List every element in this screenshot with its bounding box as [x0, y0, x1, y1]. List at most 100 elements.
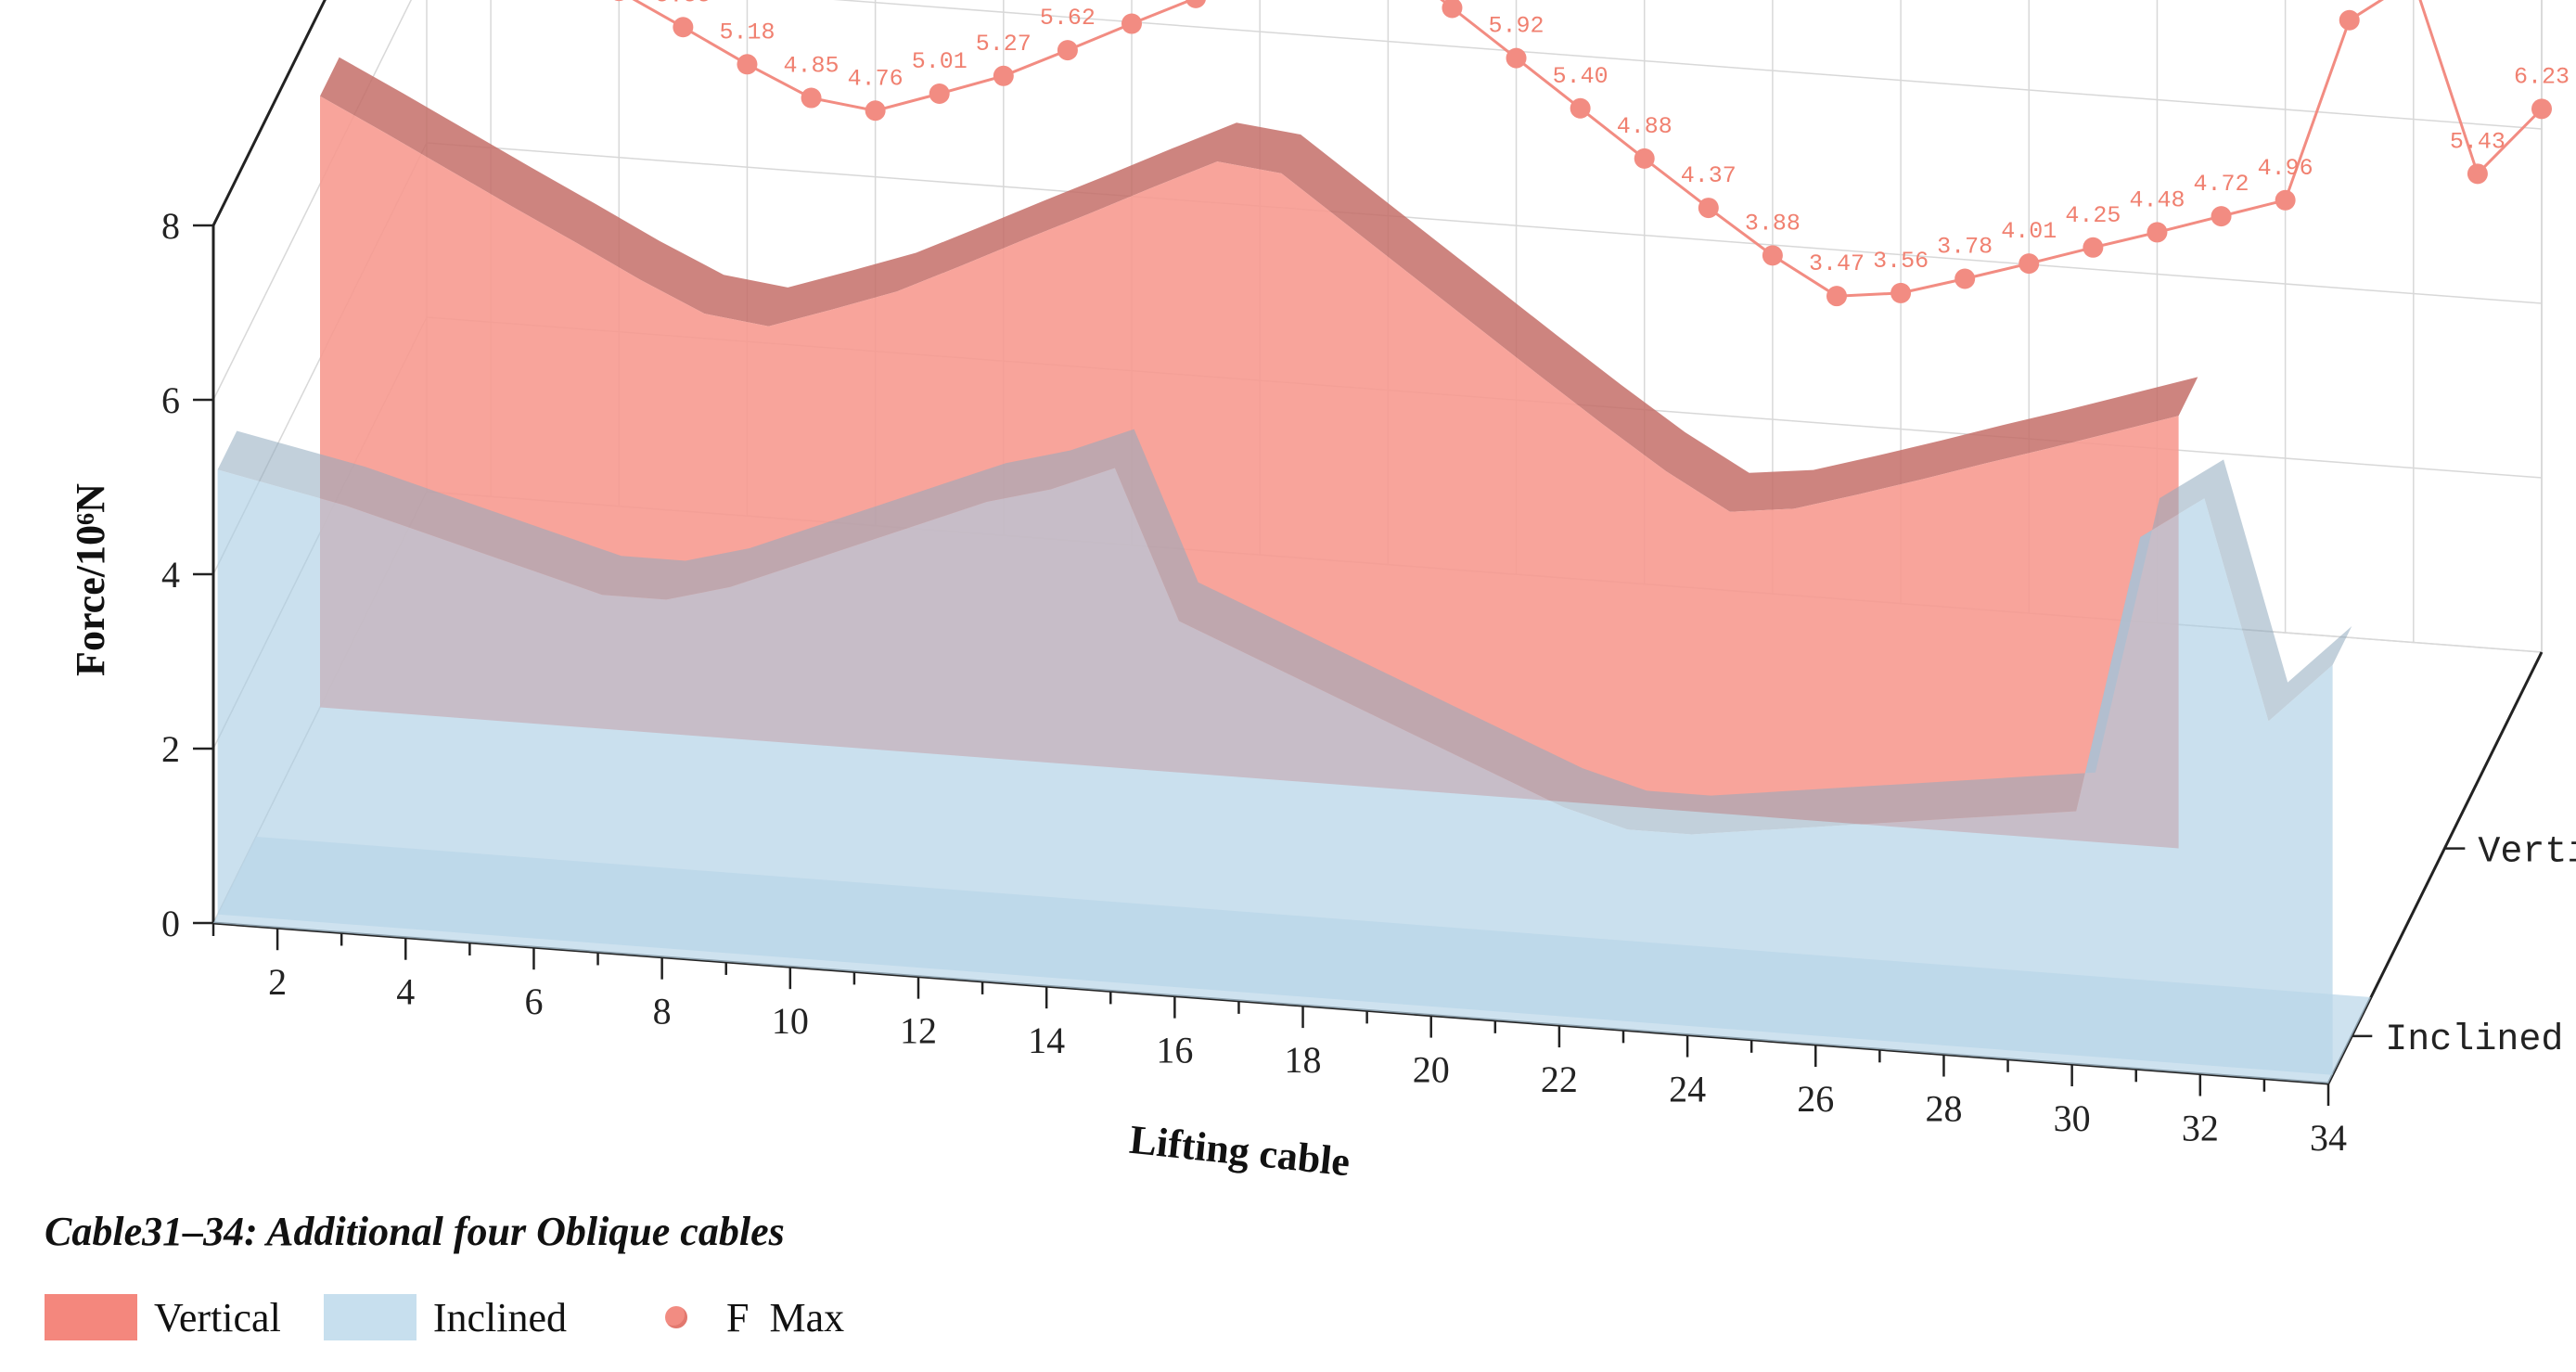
fmax-point — [1634, 147, 1655, 169]
fmax-value-label: 4.96 — [2258, 155, 2313, 182]
fmax-value-label: 4.48 — [2129, 186, 2185, 213]
fmax-value-label: 5.98 — [1104, 0, 1160, 6]
series-areas — [213, 57, 2371, 1083]
x-tick-label: 8 — [653, 991, 672, 1032]
legend-label-inclined: Inclined — [432, 1294, 567, 1340]
inclined-floor — [213, 837, 2371, 1083]
fmax-value-label: 5.55 — [655, 0, 711, 8]
fmax-value-label: 4.85 — [784, 53, 839, 80]
fmax-value-label: 5.27 — [976, 31, 1032, 58]
legend-swatch-inclined — [323, 1294, 417, 1340]
fmax-value-label: 5.43 — [2450, 128, 2506, 155]
fmax-value-label: 5.40 — [1553, 63, 1608, 90]
fmax-value-label: 6.23 — [2514, 63, 2570, 90]
fmax-value-label: 5.92 — [1489, 13, 1544, 40]
fmax-point — [1890, 282, 1912, 303]
fmax-point — [865, 100, 886, 122]
fmax-point — [737, 54, 758, 75]
vertical-area-top — [320, 57, 2198, 512]
x-tick-label: 14 — [1028, 1019, 1065, 1061]
fmax-value-label: 4.72 — [2194, 171, 2249, 198]
x-tick-label: 20 — [1413, 1049, 1450, 1091]
y-tick-label: 4 — [161, 554, 180, 596]
x-tick-label: 16 — [1156, 1030, 1193, 1071]
legend-item-inclined: Inclined — [323, 1294, 567, 1341]
fmax-point — [2019, 253, 2040, 275]
legend-item-vertical: Vertical — [45, 1294, 281, 1341]
y-tick-label: 0 — [161, 903, 180, 944]
y-tick-label: 6 — [161, 379, 180, 421]
x-tick-label: 26 — [1797, 1078, 1834, 1120]
x-tick-label: 22 — [1541, 1058, 1578, 1100]
x-tick-label: 34 — [2310, 1117, 2347, 1159]
x-tick-label: 6 — [524, 981, 543, 1022]
inclined-area-top — [217, 429, 2352, 835]
fmax-point — [2211, 206, 2232, 227]
fmax-point — [1762, 245, 1783, 266]
fmax-value-label: 4.88 — [1617, 113, 1672, 140]
x-tick-label: 24 — [1669, 1069, 1706, 1110]
x-tick-label: 32 — [2182, 1108, 2219, 1149]
fmax-point — [1185, 0, 1206, 8]
fmax-point — [801, 87, 822, 109]
fmax-point — [2147, 222, 2168, 243]
fmax-point — [2083, 237, 2104, 258]
fmax-value-label: 4.76 — [848, 65, 904, 92]
legend-dot-fmax — [664, 1306, 687, 1328]
fmax-line: 7.016.656.285.915.555.184.854.765.015.27… — [614, 0, 2570, 307]
y-axis-title: Force/10⁶N — [68, 483, 113, 676]
y-tick-label: 8 — [161, 205, 180, 247]
grid-line-y — [833, 0, 2543, 130]
fmax-point — [1698, 198, 1719, 219]
fmax-point — [2275, 189, 2296, 211]
fmax-point — [1121, 13, 1142, 34]
x-tick-label: 18 — [1285, 1039, 1322, 1081]
fmax-value-label: 5.01 — [912, 48, 968, 75]
x-axis-title: Lifting cable — [1127, 1117, 1352, 1186]
fmax-point — [1442, 0, 1463, 19]
fmax-point — [993, 65, 1014, 86]
fmax-point — [1506, 47, 1527, 69]
fmax-value-label: 4.01 — [2001, 218, 2057, 245]
fmax-point — [2339, 9, 2360, 31]
depth-tick-label: Vertical — [2478, 832, 2576, 874]
y-tick-label: 2 — [161, 728, 180, 770]
fmax-value-label: 7.08 — [2322, 0, 2377, 2]
x-tick-label: 10 — [772, 1000, 809, 1042]
fmax-point — [1057, 40, 1078, 61]
fmax-value-label: 4.25 — [2065, 202, 2121, 229]
legend-swatch-vertical — [45, 1294, 137, 1340]
top-left-edge — [211, 0, 327, 226]
fmax-point — [2531, 98, 2552, 120]
x-tick-label: 4 — [396, 971, 415, 1013]
fmax-point — [673, 17, 694, 38]
fmax-value-label: 5.18 — [719, 19, 775, 45]
inclined-area — [213, 429, 2371, 1083]
depth-tick-label: Inclined — [2385, 1019, 2563, 1061]
fmax-polyline — [632, 0, 2544, 298]
x-tick-label: 30 — [2054, 1097, 2091, 1139]
fmax-point — [1570, 97, 1591, 119]
fmax-value-label: 4.37 — [1681, 162, 1737, 189]
legend-label-fmax: F Max — [725, 1294, 845, 1340]
fmax-value-label: 3.56 — [1873, 248, 1929, 275]
fmax-point — [2467, 163, 2488, 185]
legend: Vertical Inclined F Max — [45, 1289, 887, 1345]
chart-caption: Cable31–34: Additional four Oblique cabl… — [45, 1209, 785, 1254]
fmax-value-label: 5.62 — [1040, 5, 1096, 32]
fmax-value-label: 3.88 — [1745, 210, 1801, 237]
legend-item-fmax: F Max — [609, 1294, 844, 1341]
legend-label-vertical: Vertical — [154, 1294, 281, 1340]
fmax-value-label: 3.78 — [1937, 233, 1993, 260]
x-tick-label: 12 — [900, 1010, 937, 1052]
x-tick-label: 28 — [1925, 1088, 1962, 1130]
fmax-point — [929, 83, 950, 104]
grid-line-y — [426, 142, 2543, 304]
fmax-point — [1826, 286, 1847, 307]
fmax-point — [614, 0, 624, 2]
x-tick-label: 2 — [268, 961, 287, 1003]
fmax-value-label: 3.47 — [1809, 250, 1865, 277]
fmax-point — [1954, 268, 1976, 289]
